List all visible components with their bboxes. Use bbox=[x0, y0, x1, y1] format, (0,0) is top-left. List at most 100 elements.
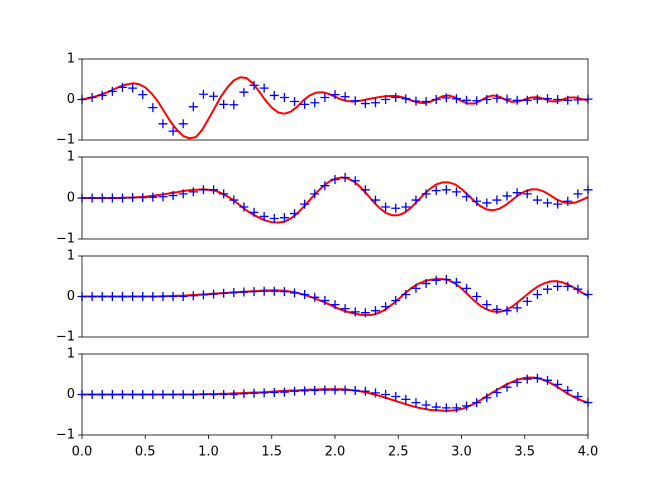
marker bbox=[553, 199, 563, 209]
marker bbox=[310, 98, 320, 108]
marker bbox=[269, 214, 279, 223]
marker bbox=[462, 192, 472, 202]
marker bbox=[300, 386, 310, 396]
marker bbox=[269, 387, 279, 397]
marker bbox=[462, 95, 472, 105]
y-tick-label: 1 bbox=[67, 52, 75, 67]
marker bbox=[188, 102, 198, 112]
marker bbox=[340, 92, 350, 102]
marker bbox=[178, 189, 188, 199]
marker bbox=[279, 387, 289, 397]
marker bbox=[107, 86, 117, 96]
marker bbox=[310, 189, 320, 199]
marker bbox=[563, 385, 573, 395]
marker bbox=[188, 291, 198, 301]
marker bbox=[532, 289, 542, 299]
subplot: −1 0 1 bbox=[56, 150, 593, 247]
marker bbox=[269, 286, 279, 296]
marker bbox=[482, 198, 492, 208]
y-tick-label: 0 bbox=[67, 289, 75, 304]
marker bbox=[128, 83, 138, 93]
marker bbox=[249, 80, 259, 90]
y-tick-label: 1 bbox=[67, 249, 75, 264]
marker bbox=[522, 296, 532, 306]
marker bbox=[502, 382, 512, 392]
marker bbox=[553, 95, 563, 104]
marker bbox=[168, 390, 178, 399]
marker bbox=[290, 288, 300, 298]
marker bbox=[279, 92, 289, 102]
marker bbox=[219, 99, 229, 109]
marker bbox=[462, 283, 472, 293]
marker bbox=[350, 176, 360, 186]
marker bbox=[128, 292, 138, 301]
marker bbox=[573, 189, 583, 199]
marker bbox=[310, 385, 320, 395]
y-tick-label: 0 bbox=[67, 92, 75, 107]
marker bbox=[411, 96, 421, 106]
marker bbox=[87, 193, 97, 203]
marker bbox=[107, 390, 117, 399]
marker bbox=[219, 288, 229, 298]
axes-frame bbox=[81, 255, 589, 338]
x-tick-label: 3.5 bbox=[514, 445, 535, 460]
marker bbox=[198, 89, 208, 99]
marker bbox=[239, 87, 249, 97]
marker bbox=[431, 402, 441, 412]
marker bbox=[553, 281, 563, 291]
marker bbox=[472, 292, 482, 301]
marker bbox=[209, 289, 219, 299]
marker bbox=[482, 95, 492, 104]
y-tick-label: −1 bbox=[56, 133, 75, 148]
marker bbox=[198, 185, 208, 195]
subplot: −1 0 1 bbox=[56, 249, 593, 345]
marker bbox=[441, 93, 451, 103]
marker bbox=[97, 193, 107, 203]
marker bbox=[158, 119, 168, 129]
marker bbox=[563, 196, 573, 206]
marker bbox=[522, 374, 532, 384]
marker bbox=[168, 126, 178, 136]
marker bbox=[381, 390, 391, 399]
y-tick-label: 0 bbox=[67, 387, 75, 402]
marker bbox=[482, 393, 492, 403]
marker bbox=[87, 390, 97, 399]
marker bbox=[492, 93, 502, 103]
marker bbox=[198, 390, 208, 399]
marker bbox=[178, 390, 188, 399]
marker bbox=[128, 193, 138, 203]
marker bbox=[117, 193, 127, 203]
marker bbox=[158, 390, 168, 399]
marker bbox=[249, 388, 259, 398]
curve bbox=[82, 278, 589, 317]
marker bbox=[107, 193, 117, 203]
marker bbox=[492, 387, 502, 397]
marker bbox=[573, 284, 583, 294]
marker bbox=[290, 209, 300, 219]
marker bbox=[330, 175, 340, 185]
marker bbox=[178, 292, 188, 301]
x-tick-label: 0.0 bbox=[72, 445, 93, 460]
marker bbox=[401, 202, 411, 212]
marker bbox=[421, 400, 431, 410]
y-tick-label: −1 bbox=[56, 232, 75, 247]
marker bbox=[97, 390, 107, 399]
marker bbox=[188, 187, 198, 197]
marker bbox=[279, 287, 289, 297]
marker bbox=[431, 186, 441, 196]
marker bbox=[360, 185, 370, 195]
marker bbox=[381, 302, 391, 312]
marker bbox=[431, 95, 441, 104]
marker bbox=[451, 187, 461, 197]
marker bbox=[553, 379, 563, 389]
marker bbox=[543, 94, 553, 104]
marker bbox=[360, 386, 370, 396]
marker bbox=[279, 213, 289, 223]
marker bbox=[138, 90, 148, 100]
marker bbox=[472, 398, 482, 408]
marker bbox=[148, 192, 158, 202]
marker bbox=[381, 202, 391, 212]
marker bbox=[229, 100, 239, 110]
marker bbox=[300, 199, 310, 209]
marker bbox=[350, 307, 360, 317]
